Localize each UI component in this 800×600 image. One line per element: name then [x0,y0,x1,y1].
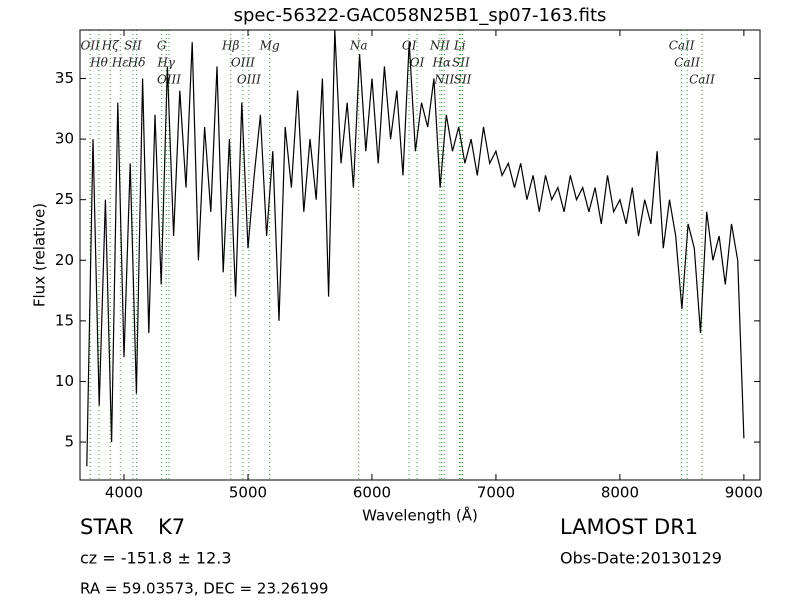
spectral-line-label: Hε [111,56,129,70]
spectral-line-label: Mg [259,39,280,53]
spectral-line-label: NII [433,73,454,87]
spectral-line-label: SII [454,73,472,87]
spectral-line-label: OII [81,39,101,53]
spectral-line-label: Hγ [156,56,175,70]
y-tick-label: 15 [55,311,74,329]
x-tick-label: 4000 [105,484,143,502]
plot-frame [79,29,761,481]
coords-label: RA = 59.03573, DEC = 23.26199 [80,580,328,598]
y-tick-label: 30 [55,130,74,148]
x-tick-label: 8000 [601,484,639,502]
spectral-line-label: Na [349,39,368,53]
spectral-line-label: NII [429,39,450,53]
y-tick-label: 35 [55,69,74,87]
y-tick-label: 25 [55,190,74,208]
spectral-line-label: CaII [689,73,715,87]
x-tick-label: 9000 [725,484,763,502]
spectral-line-label: OIII [237,73,261,87]
x-tick-label: 5000 [229,484,267,502]
obs-date-label: Obs-Date:20130129 [560,549,722,568]
survey-label: LAMOST DR1 [560,515,698,539]
cz-label: cz = -151.8 ± 12.3 [80,549,232,568]
y-tick-label: 20 [55,251,74,269]
spectral-line-label: Hα [431,56,451,70]
spectral-line-label: Hζ [101,39,120,53]
spectral-line-label: Li [453,39,466,53]
x-tick-label: 7000 [477,484,515,502]
y-axis-label: Flux (relative) [31,203,49,307]
spectral-line-label: Hδ [127,56,146,70]
spectral-line-label: SII [124,39,142,53]
chart-title: spec-56322-GAC058N25B1_sp07-163.fits [234,5,607,26]
y-tick-label: 5 [64,433,74,451]
plot-area [86,30,745,467]
spectral-line-label: CaII [674,56,700,70]
spectral-line-label: CaII [669,39,695,53]
subclass-label: K7 [158,515,185,539]
class-label: STAR [80,515,133,539]
spectrum-line [86,30,745,467]
spectral-line-label: Hβ [221,39,239,53]
spectral-line-label: OIII [231,56,255,70]
x-tick-label: 6000 [353,484,391,502]
spectral-line-label: SII [452,56,470,70]
spectral-line-label: OI [410,56,425,70]
spectral-line-label: G [157,39,167,53]
spectral-line-label: OIII [157,73,181,87]
y-tick-label: 10 [55,372,74,390]
x-axis-label: Wavelength (Å) [362,506,478,525]
spectral-line-label: Hθ [89,56,108,70]
